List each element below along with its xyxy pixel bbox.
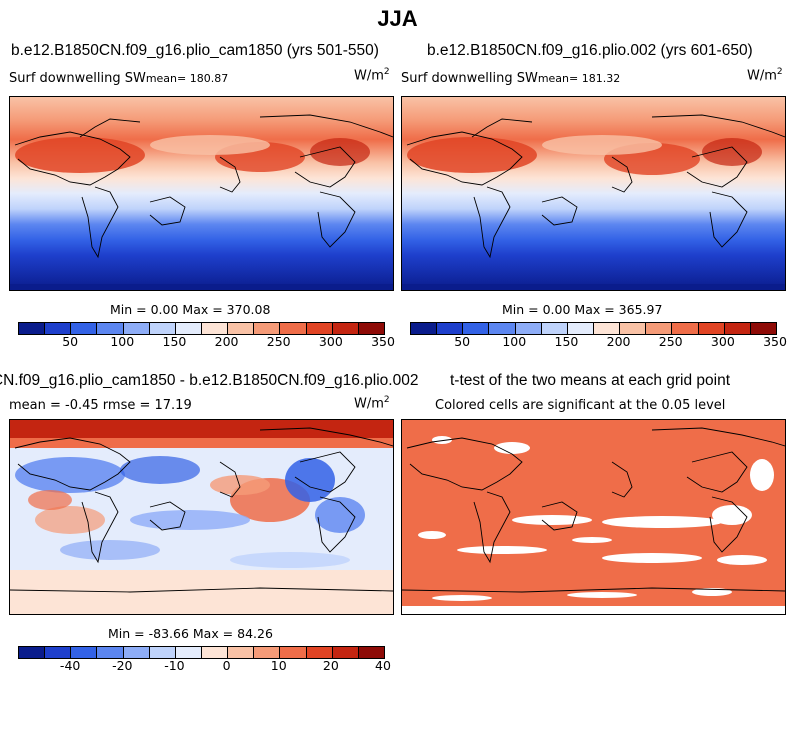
colorbar-tick-label: 10	[270, 658, 287, 673]
panel1-subtitle: Surf downwelling SWmean= 180.87	[9, 71, 229, 86]
colorbar-tick-label: 50	[454, 334, 471, 349]
colorbar-swatch	[358, 323, 384, 334]
colorbar-swatch	[201, 323, 229, 334]
panel2-title: b.e12.B1850CN.f09_g16.plio.002 (yrs 601-…	[427, 42, 753, 59]
colorbar-swatch	[45, 647, 72, 658]
colorbar-swatch	[306, 647, 333, 658]
panel3-colorbar-ticks: -40 -20 -10 0 10 20 40	[18, 658, 391, 674]
colorbar-swatch	[489, 323, 516, 334]
panel3-minmax: Min = -83.66 Max = 84.26	[108, 626, 273, 641]
colorbar-swatch	[515, 323, 542, 334]
colorbar-tick-label: 250	[266, 334, 291, 349]
colorbar-tick-label: 350	[763, 334, 787, 349]
colorbar-swatch	[541, 323, 568, 334]
colorbar-swatch	[149, 647, 176, 658]
colorbar-swatch	[149, 323, 176, 334]
colorbar-swatch	[175, 647, 202, 658]
colorbar-swatch	[332, 323, 359, 334]
colorbar-swatch	[228, 647, 255, 658]
panel1-minmax: Min = 0.00 Max = 370.08	[110, 302, 271, 317]
panel3-title: b.e12.B1850CN.f09_g16.plio_cam1850 - b.e…	[0, 372, 419, 389]
colorbar-tick-label: 0	[222, 658, 231, 673]
panel3-units: W/m2	[354, 395, 390, 412]
colorbar-tick-label: 150	[554, 334, 579, 349]
colorbar-tick-label: 50	[62, 334, 79, 349]
panel4-map	[401, 419, 786, 615]
colorbar-swatch	[45, 323, 72, 334]
panel2-units: W/m2	[747, 67, 783, 84]
panel3-title-clip: b.e12.B1850CN.f09_g16.plio_cam1850 - b.e…	[0, 372, 460, 392]
colorbar-swatch	[463, 323, 490, 334]
colorbar-swatch	[724, 323, 751, 334]
colorbar-swatch	[123, 647, 150, 658]
panel4-title: t-test of the two means at each grid poi…	[450, 372, 731, 389]
panel4-subtitle: Colored cells are significant at the 0.0…	[435, 398, 726, 413]
colorbar-swatch	[593, 323, 621, 334]
colorbar-swatch	[97, 323, 124, 334]
panel1-units: W/m2	[354, 67, 390, 84]
colorbar-swatch	[750, 323, 776, 334]
panel2-colorbar	[410, 322, 777, 335]
colorbar-swatch	[19, 647, 46, 658]
panel2-colorbar-ticks: 50 100 150 200 250 300 350	[410, 334, 787, 350]
colorbar-swatch	[71, 323, 98, 334]
colorbar-tick-label: 200	[606, 334, 631, 349]
colorbar-swatch	[437, 323, 464, 334]
colorbar-swatch	[672, 323, 699, 334]
colorbar-swatch	[254, 323, 281, 334]
colorbar-swatch	[332, 647, 359, 658]
colorbar-swatch	[201, 647, 229, 658]
colorbar-swatch	[411, 323, 438, 334]
colorbar-tick-label: 40	[375, 658, 391, 673]
colorbar-swatch	[358, 647, 384, 658]
colorbar-swatch	[698, 323, 725, 334]
colorbar-swatch	[254, 647, 281, 658]
panel1-colorbar	[18, 322, 385, 335]
colorbar-tick-label: 20	[322, 658, 339, 673]
colorbar-tick-label: -40	[59, 658, 81, 673]
colorbar-swatch	[306, 323, 333, 334]
colorbar-tick-label: -20	[112, 658, 133, 673]
panel2-minmax: Min = 0.00 Max = 365.97	[502, 302, 663, 317]
panel1-map	[9, 96, 394, 291]
colorbar-tick-label: 100	[110, 334, 135, 349]
colorbar-swatch	[123, 323, 150, 334]
colorbar-tick-label: 300	[318, 334, 343, 349]
colorbar-swatch	[97, 647, 124, 658]
panel1-colorbar-ticks: 50 100 150 200 250 300 350	[18, 334, 395, 350]
colorbar-swatch	[646, 323, 673, 334]
colorbar-swatch	[19, 323, 46, 334]
colorbar-swatch	[175, 323, 202, 334]
colorbar-swatch	[71, 647, 98, 658]
panel3-subtitle: mean = -0.45 rmse = 17.19	[9, 398, 192, 413]
panel3-colorbar	[18, 646, 385, 659]
colorbar-tick-label: 200	[214, 334, 239, 349]
panel3-map	[9, 419, 394, 615]
panel2-map	[401, 96, 786, 291]
colorbar-swatch	[228, 323, 255, 334]
colorbar-tick-label: 150	[162, 334, 187, 349]
colorbar-tick-label: 250	[658, 334, 683, 349]
colorbar-swatch	[567, 323, 594, 334]
colorbar-tick-label: -10	[164, 658, 185, 673]
colorbar-tick-label: 300	[710, 334, 735, 349]
colorbar-swatch	[280, 323, 307, 334]
colorbar-tick-label: 100	[502, 334, 527, 349]
panel1-title: b.e12.B1850CN.f09_g16.plio_cam1850 (yrs …	[11, 42, 379, 59]
main-title: JJA	[377, 6, 418, 31]
colorbar-swatch	[280, 647, 307, 658]
colorbar-tick-label: 350	[371, 334, 395, 349]
panel2-subtitle: Surf downwelling SWmean= 181.32	[401, 71, 621, 86]
colorbar-swatch	[620, 323, 647, 334]
